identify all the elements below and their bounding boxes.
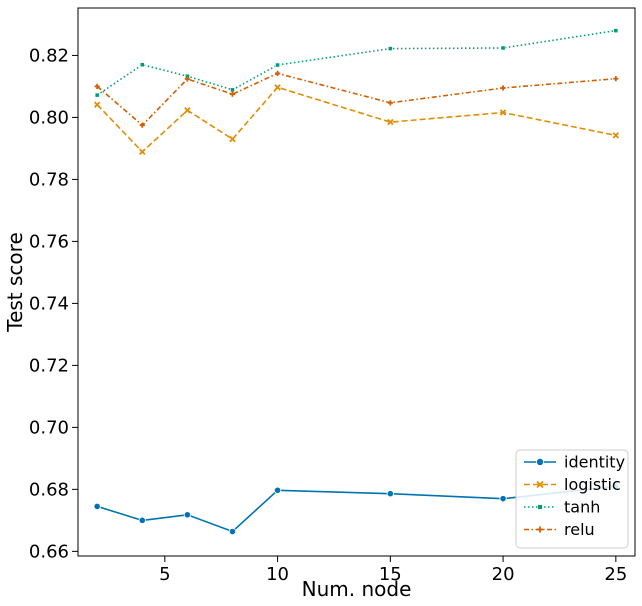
y-tick-label: 0.78 [29, 169, 69, 190]
y-tick-label: 0.66 [29, 541, 69, 562]
data-point [500, 45, 506, 51]
x-axis-label: Num. node [302, 577, 412, 601]
x-axis: 5 10 15 20 25 [159, 556, 627, 585]
data-point [139, 62, 145, 68]
legend-entry-tanh: tanh [524, 498, 600, 517]
x-tick-label: 25 [604, 564, 627, 585]
legend-entry-relu: relu [524, 520, 595, 539]
data-point [500, 85, 506, 91]
data-point [93, 101, 101, 108]
legend-entry-logistic: logistic [524, 475, 621, 494]
data-point [275, 62, 280, 68]
data-point [228, 527, 237, 536]
series-layer [93, 28, 620, 536]
data-point [387, 46, 393, 51]
legend-label: relu [564, 520, 595, 539]
data-point [138, 516, 146, 524]
y-tick-label: 0.74 [29, 293, 69, 314]
data-point [94, 92, 100, 98]
data-point [613, 76, 619, 82]
data-point [183, 511, 191, 519]
data-point [536, 480, 544, 489]
data-point [499, 109, 507, 116]
data-point [184, 107, 191, 114]
series-line [96, 86, 616, 153]
data-point [613, 28, 619, 34]
series-identity [93, 482, 620, 536]
y-tick-label: 0.82 [29, 45, 69, 66]
data-point [139, 148, 146, 156]
legend-label: identity [564, 453, 625, 472]
data-point [94, 83, 100, 90]
legend-box [515, 449, 629, 549]
data-point [274, 84, 281, 91]
data-point [230, 87, 235, 93]
data-point [139, 122, 145, 128]
legend-label: tanh [564, 498, 600, 517]
series-relu [94, 70, 619, 128]
series-logistic [93, 84, 620, 156]
legend-entry-identity: identity [524, 453, 625, 472]
data-point [93, 502, 101, 511]
data-point [386, 490, 394, 498]
y-axis: 0.66 0.68 0.70 0.72 0.74 0.76 0.78 0.80 0.82 [29, 45, 78, 562]
legend-label: logistic [564, 475, 621, 494]
x-tick-label: 15 [379, 564, 402, 585]
data-point [273, 486, 282, 494]
data-point [229, 135, 236, 143]
data-point [387, 100, 393, 106]
data-point [612, 132, 620, 139]
data-point [499, 495, 507, 503]
data-point [536, 457, 545, 466]
y-tick-label: 0.72 [29, 355, 69, 376]
series-line [96, 72, 616, 127]
series-tanh [94, 28, 619, 98]
data-point [274, 70, 281, 77]
x-tick-label: 5 [159, 564, 170, 585]
y-axis-label: Test score [3, 232, 27, 332]
series-line [96, 485, 616, 533]
data-point [537, 526, 543, 533]
y-tick-label: 0.68 [29, 479, 69, 500]
legend: identity logistic tanh relu [515, 449, 629, 549]
y-tick-label: 0.76 [29, 231, 69, 252]
y-tick-label: 0.70 [29, 417, 69, 438]
y-tick-label: 0.80 [29, 107, 69, 128]
data-point [229, 91, 236, 97]
data-point [184, 76, 190, 82]
plot-frame [77, 7, 636, 557]
x-tick-label: 20 [492, 564, 515, 585]
x-tick-label: 10 [266, 564, 289, 585]
data-point [537, 504, 543, 510]
data-point [387, 118, 394, 126]
